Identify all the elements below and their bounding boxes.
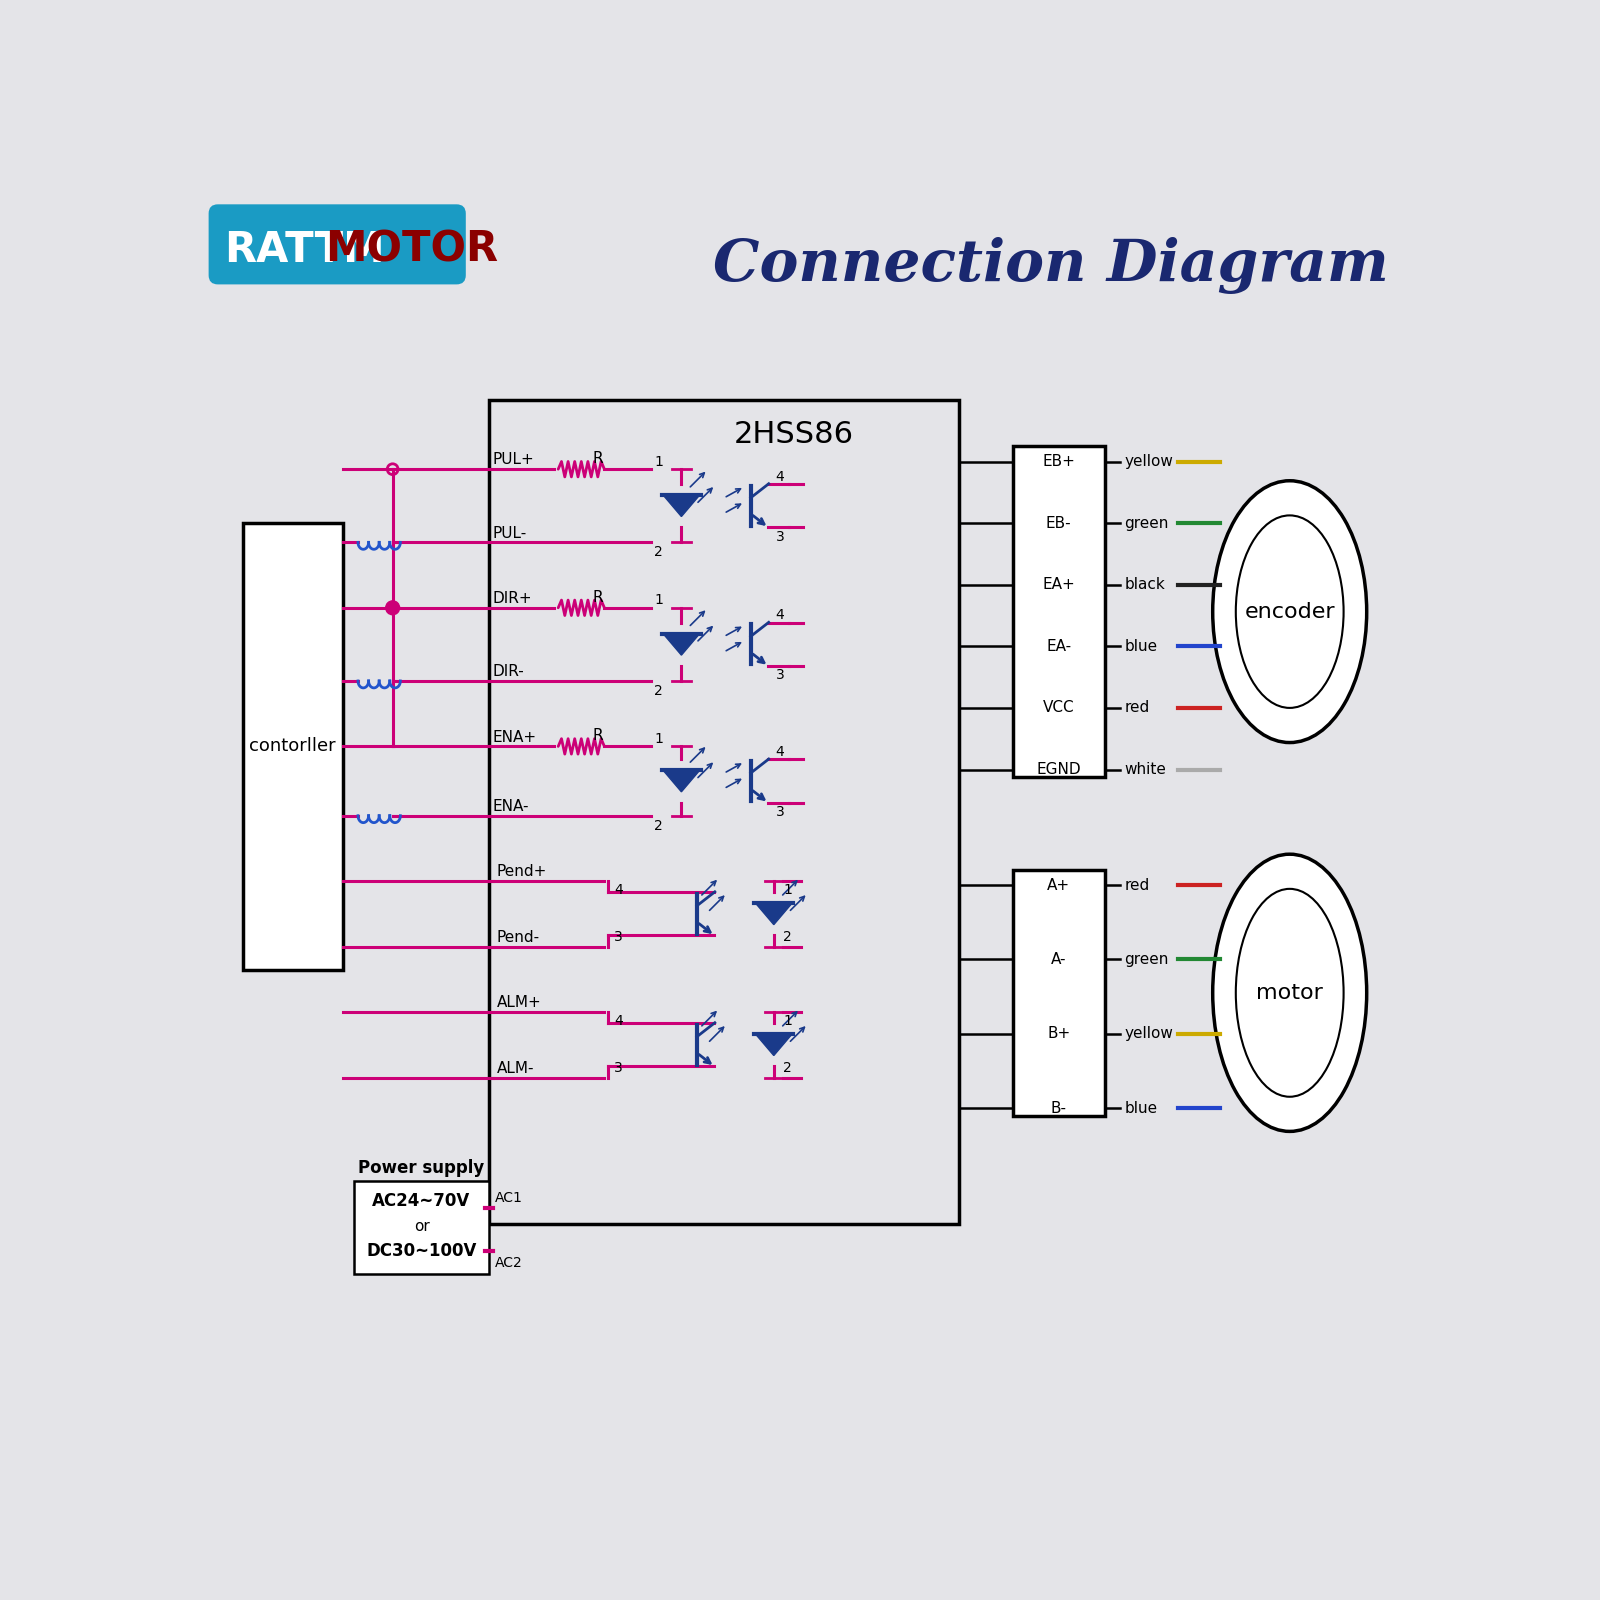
Text: AC1: AC1 — [494, 1190, 523, 1205]
Text: A-: A- — [1051, 952, 1067, 966]
Text: EA-: EA- — [1046, 638, 1072, 654]
Ellipse shape — [1213, 480, 1366, 742]
Text: encoder: encoder — [1245, 602, 1334, 622]
Text: 3: 3 — [776, 805, 784, 819]
Text: 4: 4 — [776, 469, 784, 483]
Text: 1: 1 — [654, 731, 664, 746]
Text: 2: 2 — [654, 683, 664, 698]
Text: ALM-: ALM- — [496, 1061, 534, 1075]
Text: ALM+: ALM+ — [496, 995, 541, 1010]
Bar — [243, 523, 342, 970]
FancyBboxPatch shape — [208, 205, 466, 285]
Text: EB-: EB- — [1046, 515, 1072, 531]
Text: A+: A+ — [1046, 877, 1070, 893]
Polygon shape — [662, 634, 699, 654]
Text: 3: 3 — [614, 1061, 622, 1075]
Text: Pend+: Pend+ — [496, 864, 547, 880]
Text: 2HSS86: 2HSS86 — [734, 421, 854, 450]
Text: 3: 3 — [776, 669, 784, 682]
Text: black: black — [1125, 578, 1165, 592]
Text: 2: 2 — [784, 930, 792, 944]
Polygon shape — [755, 1034, 792, 1056]
Bar — [490, 400, 958, 1224]
Text: R: R — [594, 451, 603, 466]
Text: blue: blue — [1125, 638, 1157, 654]
Text: MOTOR: MOTOR — [325, 229, 499, 270]
Text: green: green — [1125, 515, 1168, 531]
Text: 2: 2 — [654, 819, 664, 832]
Text: R: R — [594, 589, 603, 605]
Text: 2: 2 — [784, 1061, 792, 1075]
Text: green: green — [1125, 952, 1168, 966]
Text: DIR+: DIR+ — [493, 590, 533, 606]
Text: 4: 4 — [614, 1014, 622, 1029]
Text: Connection Diagram: Connection Diagram — [714, 237, 1389, 294]
Text: B-: B- — [1051, 1101, 1067, 1115]
Text: DIR-: DIR- — [493, 664, 525, 680]
Polygon shape — [755, 902, 792, 925]
Text: yellow: yellow — [1125, 1026, 1173, 1042]
Bar — [1013, 870, 1106, 1117]
Text: motor: motor — [1256, 982, 1323, 1003]
Text: 4: 4 — [614, 883, 622, 898]
Text: 1: 1 — [784, 883, 792, 898]
Text: white: white — [1125, 762, 1166, 778]
Text: 3: 3 — [614, 930, 622, 944]
Text: contorller: contorller — [250, 738, 336, 755]
Text: PUL-: PUL- — [493, 526, 526, 541]
Text: EA+: EA+ — [1042, 578, 1075, 592]
Polygon shape — [662, 494, 699, 517]
Circle shape — [386, 602, 400, 614]
Text: EB+: EB+ — [1042, 454, 1075, 469]
Text: ENA-: ENA- — [493, 798, 530, 814]
Text: VCC: VCC — [1043, 701, 1075, 715]
Text: 4: 4 — [776, 608, 784, 622]
Text: or: or — [414, 1219, 429, 1234]
Text: 4: 4 — [776, 744, 784, 758]
Text: Power supply: Power supply — [358, 1158, 485, 1176]
Bar — [354, 1181, 490, 1274]
Text: red: red — [1125, 701, 1149, 715]
Text: DC30~100V: DC30~100V — [366, 1242, 477, 1259]
Text: AC24~70V: AC24~70V — [373, 1192, 470, 1210]
Text: yellow: yellow — [1125, 454, 1173, 469]
Polygon shape — [662, 770, 699, 792]
Ellipse shape — [1213, 854, 1366, 1131]
Text: blue: blue — [1125, 1101, 1157, 1115]
Text: 2: 2 — [654, 546, 664, 560]
Text: AC2: AC2 — [494, 1256, 523, 1270]
Text: red: red — [1125, 877, 1149, 893]
Text: R: R — [594, 728, 603, 742]
Text: ENA+: ENA+ — [493, 730, 538, 744]
Text: Pend-: Pend- — [496, 930, 539, 946]
Text: PUL+: PUL+ — [493, 453, 534, 467]
Text: 1: 1 — [784, 1014, 792, 1029]
Bar — [1013, 446, 1106, 778]
Text: 1: 1 — [654, 454, 664, 469]
Text: EGND: EGND — [1037, 762, 1082, 778]
Text: 1: 1 — [654, 594, 664, 606]
Text: 3: 3 — [776, 530, 784, 544]
Text: RATTM: RATTM — [224, 229, 384, 270]
Text: B+: B+ — [1046, 1026, 1070, 1042]
